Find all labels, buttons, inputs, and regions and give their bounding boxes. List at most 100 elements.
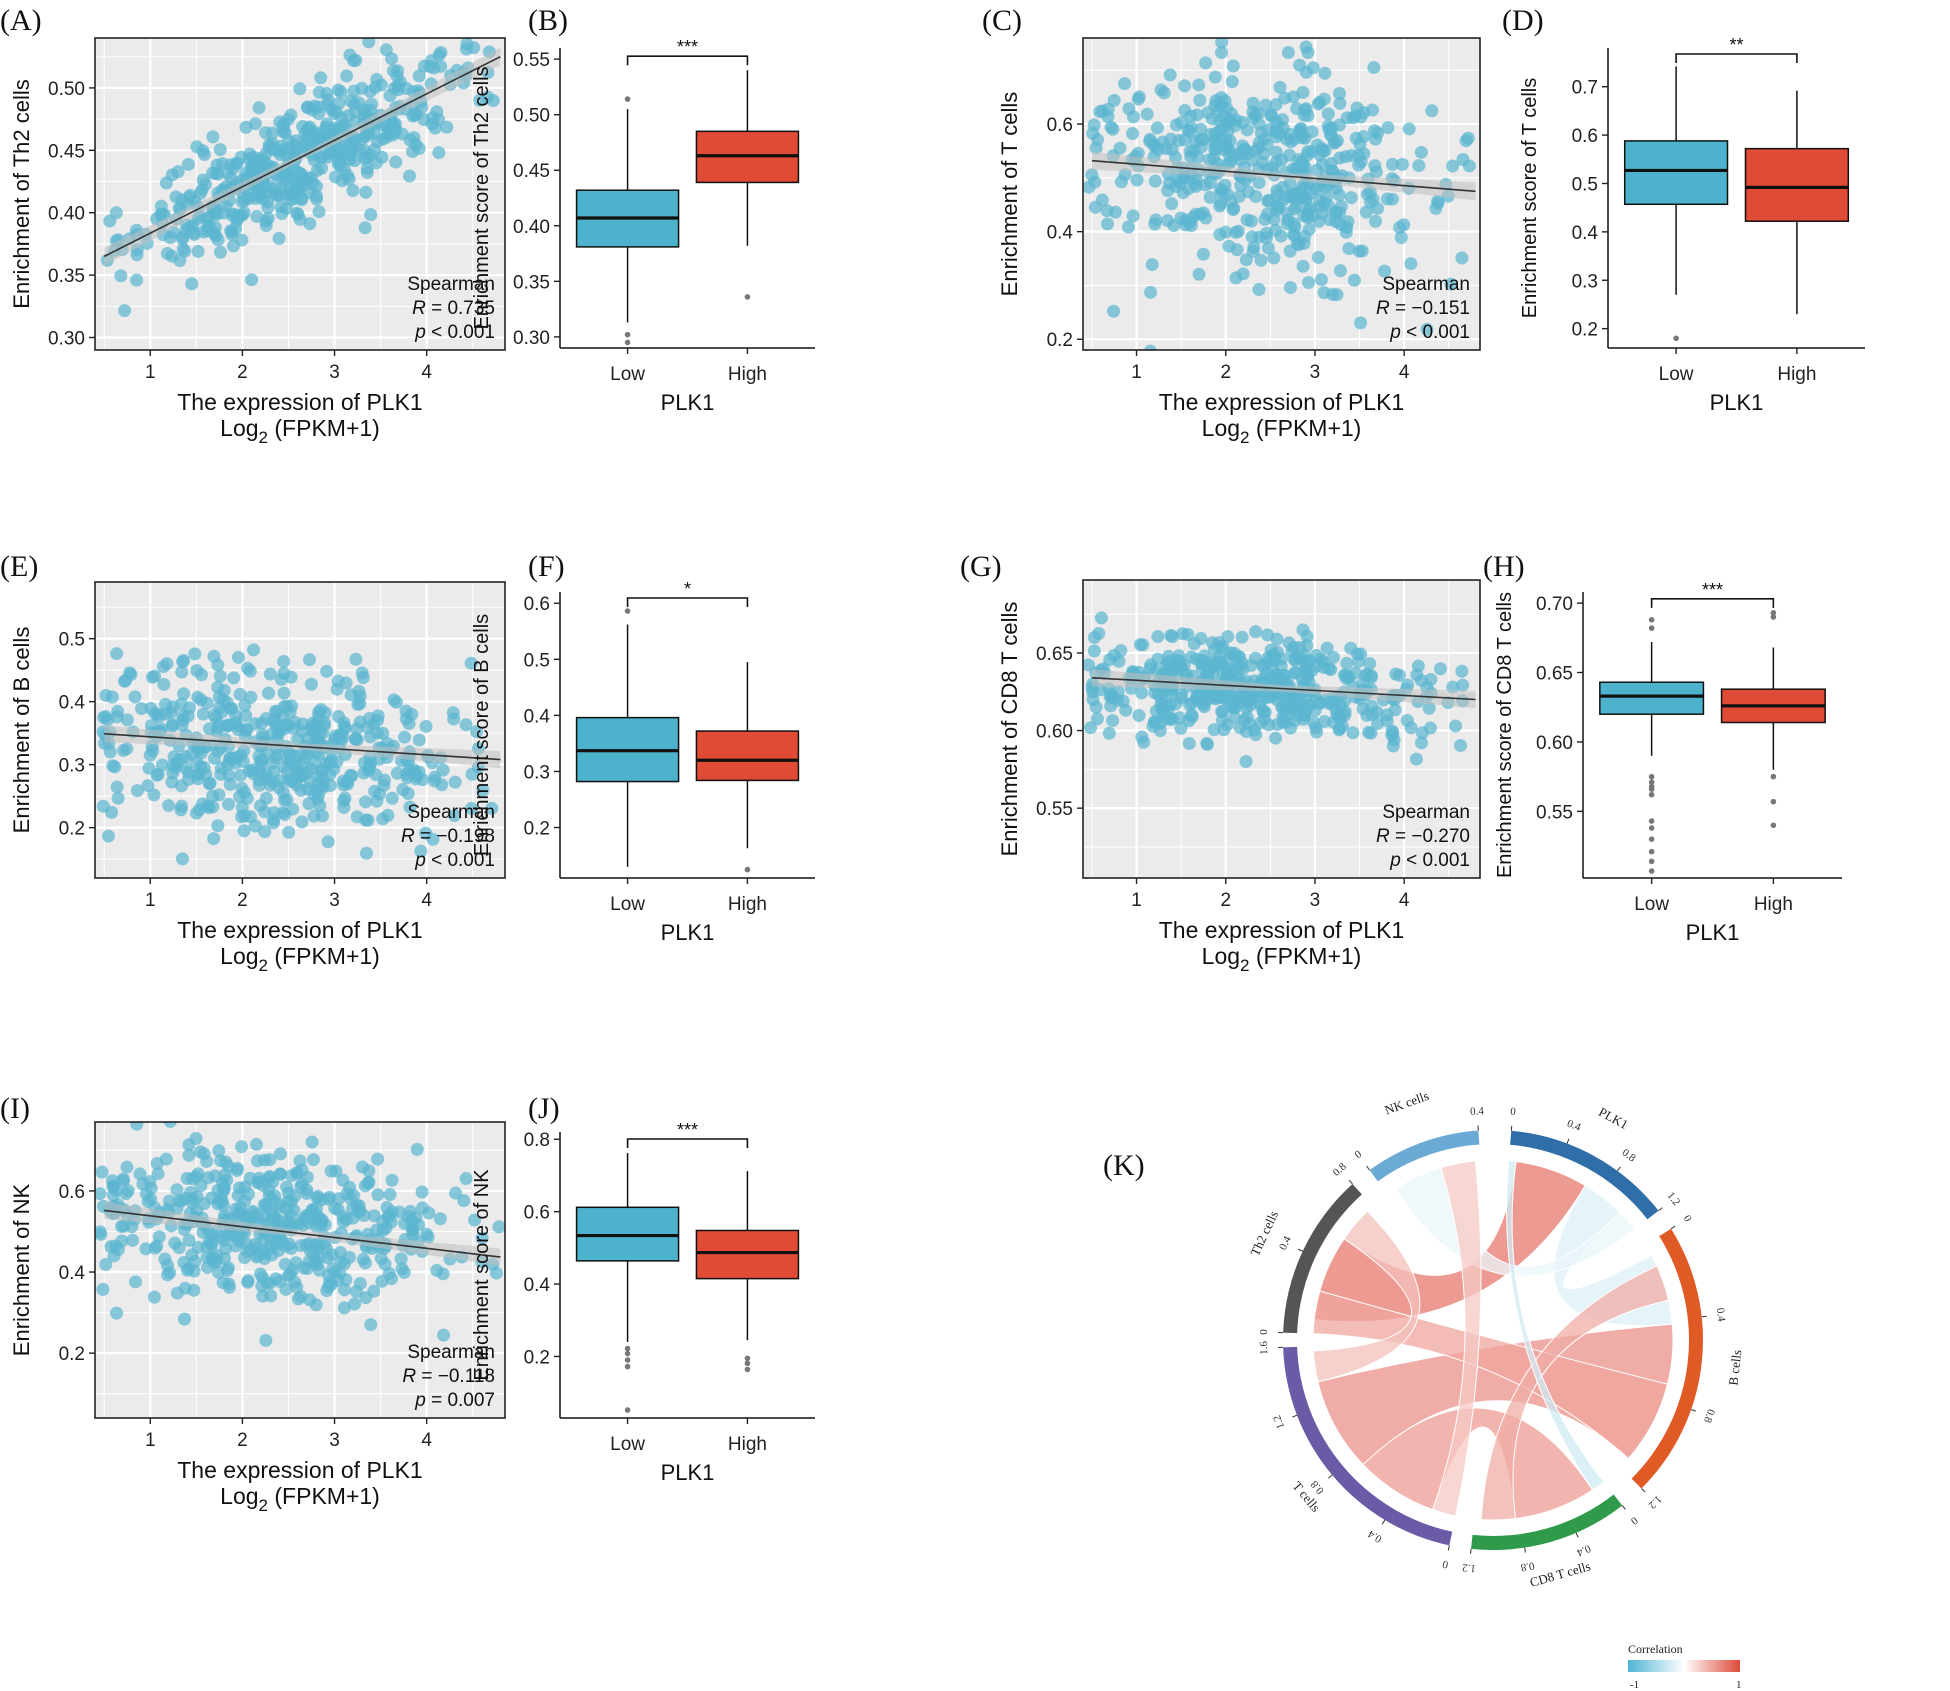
- x-tick-label: Low: [610, 894, 645, 915]
- data-point: [416, 1201, 430, 1215]
- y-tick-label: 0.2: [524, 819, 550, 840]
- data-point: [188, 647, 202, 661]
- data-point: [248, 819, 262, 833]
- y-tick-label: 0.40: [513, 217, 550, 238]
- data-points: [96, 643, 501, 866]
- data-point: [380, 1201, 394, 1215]
- legend-title: Correlation: [1628, 1642, 1683, 1656]
- x-tick-label: Low: [1634, 894, 1669, 915]
- data-point: [265, 1212, 279, 1226]
- y-tick-label: 0.70: [1536, 594, 1573, 615]
- data-point: [296, 1218, 310, 1232]
- data-point: [263, 667, 277, 681]
- stats-r-symbol: R: [1376, 298, 1390, 319]
- x-axis-units-log: Log: [220, 415, 258, 441]
- x-tick-label: 2: [1220, 890, 1231, 911]
- data-point: [1085, 168, 1099, 182]
- y-tick-label: 0.2: [1047, 330, 1073, 351]
- chord-link: [1506, 1160, 1605, 1491]
- sector-tick-label: 0: [1258, 1329, 1270, 1335]
- x-axis-label: PLK1: [661, 920, 715, 945]
- data-point: [477, 23, 490, 36]
- data-point: [1367, 124, 1381, 138]
- outlier-point: [624, 1407, 631, 1413]
- data-point: [1299, 191, 1313, 205]
- sector-tick: [1621, 1505, 1626, 1510]
- data-point: [200, 696, 214, 710]
- data-point: [95, 1187, 107, 1201]
- data-point: [284, 1242, 298, 1256]
- data-point: [130, 1122, 144, 1131]
- data-point: [173, 254, 187, 268]
- data-point: [370, 72, 384, 86]
- sector-label: B cells: [1725, 1349, 1744, 1386]
- data-point: [213, 669, 227, 683]
- data-point: [184, 1185, 198, 1199]
- legend-min-label: -1: [1630, 1679, 1639, 1691]
- data-point: [164, 705, 178, 719]
- significance-bracket: [626, 597, 749, 607]
- data-point: [236, 755, 250, 769]
- data-point: [336, 1173, 350, 1187]
- data-point: [409, 772, 423, 786]
- stats-method: Spearman: [407, 802, 495, 823]
- correlation-legend: Correlation -1 1: [1628, 1642, 1742, 1691]
- x-tick-label: Low: [1659, 364, 1694, 385]
- data-point: [311, 1241, 325, 1255]
- stats-p-value: < 0.001: [1401, 850, 1470, 871]
- panel-letter: (I): [0, 1092, 30, 1125]
- stats-method: Spearman: [1382, 274, 1470, 295]
- outlier-point: [1648, 779, 1655, 786]
- data-point: [362, 711, 376, 725]
- data-point: [1287, 640, 1301, 654]
- stats-r-symbol: R: [1376, 826, 1390, 847]
- data-point: [268, 1189, 282, 1203]
- outlier-point: [1770, 614, 1777, 620]
- data-point: [363, 730, 377, 744]
- data-point: [389, 155, 403, 169]
- data-point: [146, 744, 160, 758]
- data-point: [185, 1248, 199, 1262]
- data-point: [274, 200, 288, 214]
- data-point: [1114, 644, 1128, 658]
- stats-p: p < 0.001: [1389, 322, 1470, 343]
- data-point: [231, 650, 245, 664]
- data-point: [470, 725, 484, 739]
- data-point: [106, 1179, 120, 1193]
- box-low: [575, 1152, 680, 1413]
- y-tick-label: 0.8: [524, 1130, 550, 1151]
- outlier-point: [1648, 858, 1655, 865]
- sector-tick-label: 0: [1353, 1148, 1365, 1161]
- data-point: [1231, 224, 1245, 238]
- x-tick-label: 4: [421, 1430, 432, 1451]
- data-point: [206, 130, 220, 144]
- data-point: [1317, 92, 1331, 106]
- data-point: [1174, 721, 1188, 735]
- scatter-panel-4: 1 2 3 4 0.2 0.3 0.4 0.5 The expression of PLK1Lo…: [9, 581, 506, 975]
- x-axis-units-subscript: 2: [1240, 956, 1249, 975]
- data-point: [243, 147, 257, 161]
- data-point: [232, 1206, 246, 1220]
- panel-letter: (E): [0, 550, 38, 583]
- data-point: [313, 726, 327, 740]
- stats-r-value: = −0.270: [1390, 826, 1470, 847]
- data-point: [197, 761, 211, 775]
- data-point: [197, 148, 211, 162]
- sector-tick-label: 0: [1441, 1557, 1449, 1570]
- data-point: [1394, 231, 1408, 245]
- data-point: [101, 713, 115, 727]
- data-point: [312, 131, 326, 145]
- data-point: [1236, 267, 1250, 281]
- data-point: [230, 1161, 244, 1175]
- x-axis-label: PLK1: [1710, 390, 1764, 415]
- significance-bracket: [1650, 598, 1775, 608]
- sector-tick: [1348, 1179, 1353, 1185]
- sector-tick: [1575, 1532, 1579, 1538]
- data-point: [1178, 103, 1192, 117]
- data-point: [364, 208, 378, 222]
- data-point: [1300, 658, 1314, 672]
- data-point: [1199, 56, 1213, 70]
- data-point: [1108, 205, 1122, 219]
- data-point: [1299, 102, 1313, 116]
